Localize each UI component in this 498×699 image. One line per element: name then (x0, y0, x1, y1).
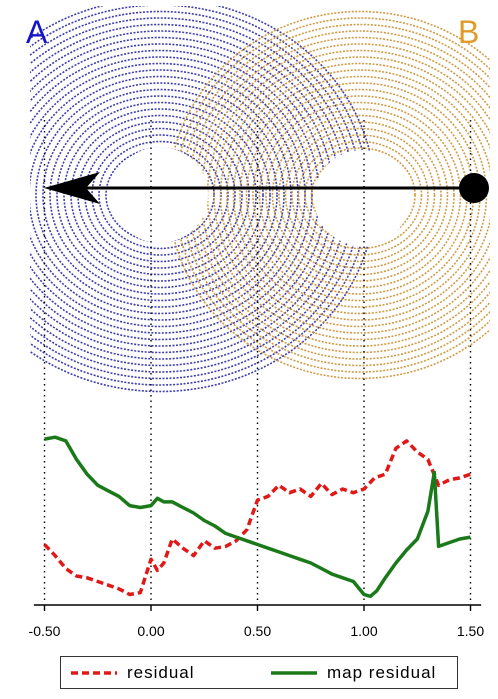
point-cloud-image (0, 0, 498, 405)
x-tick-label-2: 0.50 (244, 623, 271, 639)
legend-map-residual-label: map residual (327, 663, 436, 683)
legend-residual-label: residual (127, 663, 195, 683)
x-tick-label-3: 1.00 (350, 623, 377, 639)
legend: residual map residual (60, 656, 458, 689)
x-tick-label-0: -0.50 (29, 623, 61, 639)
x-tick-label-4: 1.50 (457, 623, 484, 639)
x-tick-label-1: 0.00 (137, 623, 164, 639)
arrow-start-dot (459, 173, 489, 203)
label-b: B (458, 14, 479, 51)
label-a: A (26, 14, 47, 51)
x-axis: -0.50 0.00 0.50 1.00 1.50 (29, 605, 485, 639)
